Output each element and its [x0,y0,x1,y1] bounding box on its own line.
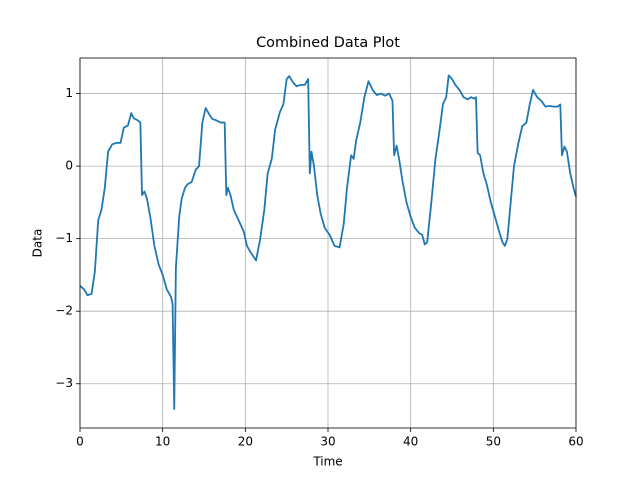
x-tick-label: 20 [238,435,253,449]
y-tick-label: −2 [55,304,73,318]
y-axis-label: Data [31,229,45,258]
axes-frame [79,57,577,429]
x-tick-label: 50 [486,435,501,449]
data-line [79,74,577,411]
x-axis-label: Time [312,455,342,469]
x-tick-label: 0 [76,435,84,449]
x-tick-label: 30 [320,435,335,449]
y-tick-label: −3 [55,376,73,390]
y-tick-label: 1 [65,86,73,100]
x-tick-label: 10 [155,435,170,449]
x-tick-label: 40 [403,435,418,449]
x-tick-label: 60 [568,435,583,449]
chart-title: Combined Data Plot [256,35,400,51]
y-tick-label: 0 [65,159,73,173]
y-tick-label: −1 [55,231,73,245]
